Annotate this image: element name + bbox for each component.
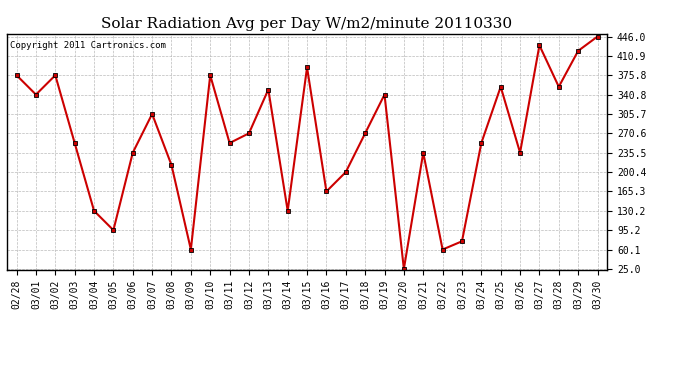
Text: Copyright 2011 Cartronics.com: Copyright 2011 Cartronics.com [10, 41, 166, 50]
Title: Solar Radiation Avg per Day W/m2/minute 20110330: Solar Radiation Avg per Day W/m2/minute … [101, 17, 513, 31]
